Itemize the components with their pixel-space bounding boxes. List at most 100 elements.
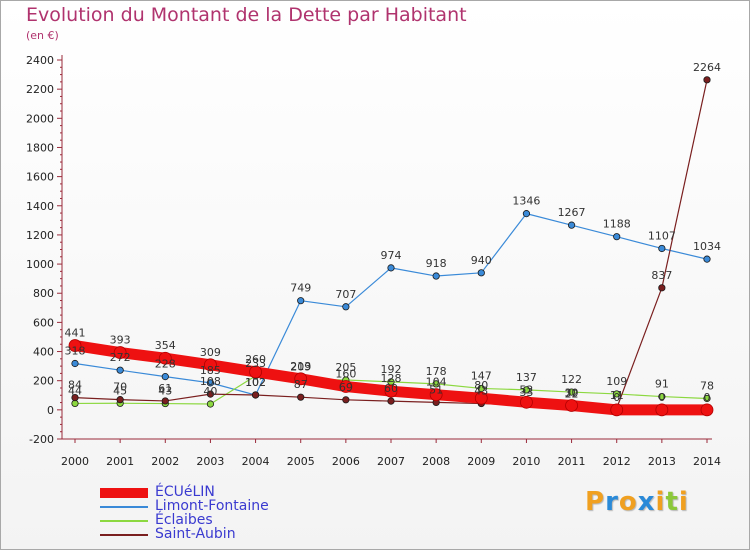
data-label-eclaibes: 233 xyxy=(245,357,266,370)
data-point-limont-fontaine xyxy=(522,210,531,218)
x-tick-label: 2002 xyxy=(151,455,179,468)
data-label-saint-aubin: 22 xyxy=(565,388,579,401)
data-point-eclaibes xyxy=(658,392,666,401)
legend-item-saint-aubin: Saint-Aubin xyxy=(100,526,360,542)
legend-label-eclaibes: Éclaibes xyxy=(155,512,213,528)
data-point-ecuelin xyxy=(113,346,127,359)
series-labels: 318 272 228 185 102 749 707 974 918 940 1346 1267 11… xyxy=(65,61,722,404)
legend-swatch-limont-fontaine xyxy=(100,506,148,508)
data-label-limont-fontaine: 318 xyxy=(65,344,86,357)
x-tick-label: 2009 xyxy=(467,455,495,468)
data-label-limont-fontaine: 1034 xyxy=(693,240,721,253)
x-tick-label: 2008 xyxy=(422,455,450,468)
data-point-limont-fontaine xyxy=(387,264,395,272)
data-point-limont-fontaine xyxy=(658,244,666,253)
data-point-limont-fontaine xyxy=(297,297,305,305)
legend-label-saint-aubin: Saint-Aubin xyxy=(155,526,236,542)
data-point-ecuelin xyxy=(474,391,488,405)
data-point-saint-aubin xyxy=(71,394,79,402)
data-point-ecuelin xyxy=(158,351,172,365)
data-label-ecuelin: 104 xyxy=(426,376,447,389)
data-label-saint-aubin: 11 xyxy=(610,389,624,402)
chart-title: Evolution du Montant de la Dette par Hab… xyxy=(26,4,467,26)
data-label-ecuelin: 160 xyxy=(335,368,356,381)
data-point-ecuelin xyxy=(429,388,443,402)
data-label-saint-aubin: 102 xyxy=(245,376,266,389)
x-tick-label: 2010 xyxy=(512,455,540,468)
data-point-saint-aubin xyxy=(703,76,711,84)
data-label-limont-fontaine: 749 xyxy=(290,282,311,295)
data-label-eclaibes: 205 xyxy=(335,361,356,374)
data-label-eclaibes: 209 xyxy=(290,360,311,373)
y-tick-label: 400 xyxy=(33,346,54,359)
legend-label-ecuelin: ÉCUéLIN xyxy=(155,484,215,500)
data-point-saint-aubin xyxy=(116,396,124,404)
y-tick-label: 0 xyxy=(47,404,54,417)
data-label-eclaibes: 109 xyxy=(606,375,627,388)
data-label-eclaibes: 78 xyxy=(700,379,714,392)
x-tick-label: 2014 xyxy=(693,455,721,468)
logo-letter: i xyxy=(678,487,689,517)
data-label-ecuelin: 0 xyxy=(704,391,711,404)
data-point-limont-fontaine xyxy=(477,269,485,277)
y-tick-label: 1800 xyxy=(26,141,54,154)
data-label-limont-fontaine: 1346 xyxy=(512,195,540,208)
data-point-limont-fontaine xyxy=(206,379,215,387)
x-tick-label: 2013 xyxy=(648,455,676,468)
data-label-saint-aubin: 43 xyxy=(474,385,488,398)
proxiti-logo: Proxiti xyxy=(585,487,689,517)
y-tick-label: 2200 xyxy=(26,83,54,96)
data-point-limont-fontaine xyxy=(71,359,79,368)
data-point-ecuelin xyxy=(384,384,398,398)
y-tick-label: 600 xyxy=(33,316,54,329)
logo-letter: t xyxy=(665,487,679,517)
data-label-ecuelin: 260 xyxy=(245,353,266,366)
y-tick-label: 1200 xyxy=(26,229,54,242)
data-label-saint-aubin: 61 xyxy=(158,382,172,395)
legend-swatch-ecuelin xyxy=(100,488,148,498)
data-label-ecuelin: 354 xyxy=(155,339,176,352)
data-label-saint-aubin: 60 xyxy=(384,382,398,395)
data-point-ecuelin xyxy=(655,403,669,417)
data-point-ecuelin xyxy=(68,339,82,352)
legend-item-limont-fontaine: Limont-Fontaine xyxy=(100,498,360,514)
data-label-eclaibes: 178 xyxy=(426,365,447,378)
data-label-ecuelin: 80 xyxy=(474,379,488,392)
y-tick-label: 1000 xyxy=(26,258,54,271)
data-label-ecuelin: 309 xyxy=(200,346,221,359)
series-markers xyxy=(68,76,714,417)
logo-letter: i xyxy=(655,487,666,517)
data-label-ecuelin: 30 xyxy=(565,386,579,399)
x-tick-label: 2007 xyxy=(377,455,405,468)
logo-letter: r xyxy=(605,487,619,517)
data-label-eclaibes: 122 xyxy=(561,373,582,386)
data-point-saint-aubin xyxy=(342,396,350,404)
data-label-ecuelin: 128 xyxy=(381,372,402,385)
data-label-saint-aubin: 33 xyxy=(519,386,533,399)
data-label-ecuelin: 52 xyxy=(519,383,533,396)
data-label-ecuelin: 0 xyxy=(658,391,665,404)
data-label-limont-fontaine: 1107 xyxy=(648,229,676,242)
data-label-eclaibes: 147 xyxy=(471,369,492,382)
data-label-ecuelin: 441 xyxy=(65,327,86,340)
data-point-saint-aubin xyxy=(161,397,169,405)
data-label-limont-fontaine: 272 xyxy=(110,351,131,364)
data-label-eclaibes: 137 xyxy=(516,371,537,384)
x-tick-label: 2004 xyxy=(242,455,270,468)
data-point-ecuelin xyxy=(700,403,714,417)
y-tick-label: -200 xyxy=(29,433,54,446)
data-label-saint-aubin: 108 xyxy=(200,375,221,388)
data-point-limont-fontaine xyxy=(613,233,621,241)
x-tick-label: 2005 xyxy=(287,455,315,468)
data-label-limont-fontaine: 185 xyxy=(200,364,221,377)
data-point-ecuelin xyxy=(294,372,308,386)
data-label-saint-aubin: 87 xyxy=(294,378,308,391)
y-tick-label: 800 xyxy=(33,287,54,300)
data-label-limont-fontaine: 102 xyxy=(245,376,266,389)
data-label-eclaibes: 91 xyxy=(655,378,669,391)
data-point-limont-fontaine xyxy=(703,255,711,263)
data-label-saint-aubin: 2264 xyxy=(693,61,721,74)
legend-swatch-saint-aubin xyxy=(100,534,148,536)
data-label-ecuelin: 393 xyxy=(110,334,131,347)
